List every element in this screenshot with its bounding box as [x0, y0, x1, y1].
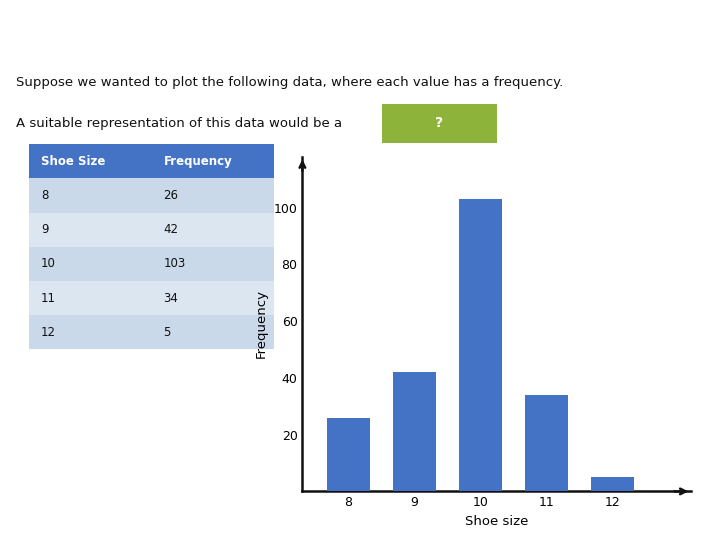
FancyBboxPatch shape — [29, 213, 151, 247]
Text: When bar charts have: When bar charts have — [41, 429, 172, 442]
FancyBboxPatch shape — [151, 315, 274, 349]
FancyBboxPatch shape — [151, 247, 274, 281]
Text: diagrams.: diagrams. — [41, 500, 107, 513]
Text: 5: 5 — [163, 326, 171, 339]
Text: 26: 26 — [163, 189, 179, 202]
FancyBboxPatch shape — [382, 104, 497, 143]
Text: frequency on the y-axis,: frequency on the y-axis, — [41, 453, 184, 465]
FancyBboxPatch shape — [151, 213, 274, 247]
Bar — [327, 417, 370, 491]
FancyBboxPatch shape — [151, 281, 274, 315]
Y-axis label: Frequency: Frequency — [255, 289, 268, 359]
Text: A suitable representation of this data would be a: A suitable representation of this data w… — [16, 117, 342, 130]
FancyBboxPatch shape — [151, 144, 274, 178]
Text: they’re known as: they’re known as — [41, 476, 147, 489]
Bar — [393, 372, 436, 491]
Text: 11: 11 — [41, 292, 56, 305]
Text: Suppose we wanted to plot the following data, where each value has a frequency.: Suppose we wanted to plot the following … — [16, 76, 563, 89]
Text: frequency: frequency — [144, 476, 211, 489]
Text: 42: 42 — [163, 223, 179, 236]
FancyBboxPatch shape — [151, 178, 274, 213]
Text: Frequency: Frequency — [163, 155, 232, 168]
FancyBboxPatch shape — [29, 178, 151, 213]
Bar — [525, 395, 567, 491]
Text: Shoe Size: Shoe Size — [41, 155, 105, 168]
Text: ?: ? — [435, 116, 444, 130]
Text: 12: 12 — [41, 326, 56, 339]
FancyBboxPatch shape — [29, 281, 151, 315]
FancyBboxPatch shape — [29, 247, 151, 281]
Text: 10: 10 — [41, 258, 56, 271]
FancyBboxPatch shape — [29, 315, 151, 349]
Text: 9: 9 — [41, 223, 48, 236]
Text: 8: 8 — [41, 189, 48, 202]
Text: Frequency Diagram: Frequency Diagram — [13, 17, 318, 45]
Bar — [459, 199, 502, 491]
FancyBboxPatch shape — [29, 144, 151, 178]
Text: 103: 103 — [163, 258, 186, 271]
Bar — [590, 477, 634, 491]
X-axis label: Shoe size: Shoe size — [465, 515, 528, 528]
Text: 34: 34 — [163, 292, 179, 305]
